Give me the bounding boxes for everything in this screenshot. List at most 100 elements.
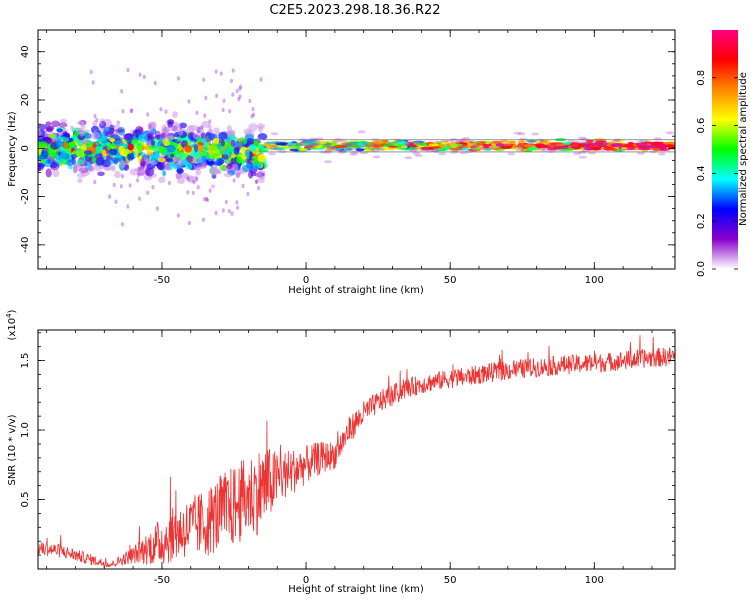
- spectrogram-cell: [159, 107, 163, 112]
- spectrogram-cell: [357, 144, 366, 148]
- spectrogram-cell: [129, 168, 139, 176]
- spectrogram-cell: [38, 155, 44, 161]
- spectrogram-cell: [581, 143, 590, 147]
- spectrogram-cell: [193, 165, 202, 170]
- spectrogram-cell: [365, 148, 375, 152]
- spectrogram-cell: [177, 178, 185, 184]
- spectrogram-cell: [60, 150, 66, 160]
- colorbar-tick-label: 0.6: [696, 118, 707, 134]
- spectrogram-cell: [636, 140, 644, 144]
- spectrogram-cell: [150, 160, 157, 166]
- spectrogram-cell: [166, 158, 174, 163]
- spectrogram-cell: [644, 145, 652, 149]
- spectrogram-cell: [248, 143, 257, 152]
- spectrogram-cell: [218, 131, 228, 141]
- x-tick-label: 0: [303, 575, 309, 586]
- spectrogram-cell: [145, 158, 150, 165]
- spectrogram-cell: [372, 140, 385, 144]
- spectrogram-cell: [93, 164, 103, 171]
- spectrogram-cell: [127, 152, 135, 161]
- spectrogram-cell: [195, 110, 199, 116]
- spectrogram-cell: [400, 145, 408, 149]
- spectrogram-cell: [446, 139, 455, 143]
- spectrogram-cell: [38, 141, 48, 148]
- spectrogram-cell: [643, 141, 651, 145]
- spectrogram-cell: [344, 147, 350, 151]
- spectrogram-cell: [168, 180, 171, 186]
- spectrogram-cell: [420, 146, 433, 150]
- spectrogram-cell: [146, 141, 153, 146]
- spectrogram-cell: [255, 179, 259, 184]
- spectrogram-cell: [58, 122, 68, 128]
- spectrogram-cell: [494, 145, 503, 149]
- spectrogram-cell: [612, 143, 624, 147]
- spectrogram-cell: [186, 154, 194, 163]
- spectrogram-cell: [200, 161, 208, 169]
- spectrogram-cell: [68, 165, 73, 170]
- spectrogram-cell: [59, 118, 68, 123]
- spectrogram-cell: [265, 145, 276, 149]
- y-tick-label: 1.5: [20, 353, 31, 369]
- spectrogram-cell: [456, 139, 465, 143]
- spectrogram-cell: [146, 112, 150, 117]
- spectrogram-cell: [230, 130, 236, 135]
- spectrogram-cell: [158, 146, 167, 154]
- spectrogram-cell: [410, 148, 419, 152]
- spectrogram-cell: [63, 141, 68, 149]
- spectrogram-cell: [438, 144, 445, 148]
- spectrogram-cell: [55, 155, 62, 160]
- spectrogram-cell: [555, 146, 569, 150]
- spectrogram-cell: [267, 152, 276, 156]
- spectrogram-cell: [395, 141, 409, 145]
- spectrogram-cell: [248, 98, 252, 104]
- spectrogram-cell: [305, 145, 313, 149]
- spectrogram-cell: [386, 147, 396, 151]
- spectrogram-cell: [516, 144, 525, 148]
- spectrogram-cell: [355, 144, 364, 148]
- spectrogram-cell: [47, 148, 54, 156]
- spectrogram-cell: [99, 118, 105, 126]
- spectrogram-cell: [496, 142, 505, 146]
- spectrogram-cell: [221, 208, 225, 213]
- spectrogram-cell: [162, 171, 166, 176]
- spectrogram-cell: [462, 137, 471, 140]
- spectrogram-cell: [70, 154, 78, 159]
- spectrogram-cell: [449, 143, 464, 147]
- spectrogram-cell: [124, 133, 134, 141]
- spectrogram-cell: [443, 146, 452, 150]
- spectrogram-cell: [342, 142, 351, 146]
- spectrogram-cell: [201, 155, 207, 161]
- spectrogram-cell: [186, 176, 190, 181]
- snr-x-label: Height of straight line (km): [288, 584, 424, 595]
- spectrogram-cell: [349, 143, 358, 147]
- spectrogram-cell: [108, 194, 112, 199]
- spectrogram-cell: [583, 141, 592, 145]
- spectrogram-cell: [657, 145, 666, 149]
- spectrogram-cell: [113, 124, 121, 129]
- spectrogram-cell: [163, 140, 170, 147]
- spectrogram-cell: [516, 146, 525, 150]
- spectrogram-cell: [346, 144, 355, 147]
- spectrogram-cell: [368, 147, 377, 151]
- spectrogram-cell: [333, 145, 348, 149]
- spectrogram-cell: [431, 148, 440, 152]
- spectrogram-cell: [196, 185, 200, 190]
- spectrogram-cell: [270, 132, 279, 136]
- spectrogram-cell: [202, 77, 206, 83]
- spectrogram-cell: [219, 71, 223, 76]
- spectrogram-cell: [469, 145, 478, 149]
- spectrogram-cell: [238, 168, 244, 175]
- x-tick-label: 0: [303, 275, 309, 286]
- spectrogram-cell: [231, 92, 235, 97]
- spectrogram-cell: [438, 152, 447, 156]
- spectrogram-cell: [324, 160, 332, 164]
- spectrogram-cell: [521, 144, 536, 148]
- spectrogram-cell: [51, 120, 60, 128]
- spectrogram-cell: [210, 184, 216, 189]
- spectrogram-cell: [501, 143, 510, 147]
- spectrogram-cell: [140, 162, 145, 170]
- x-tick-label: -50: [154, 275, 170, 286]
- spectrogram-cell: [119, 159, 126, 169]
- spectrogram-cell: [471, 147, 480, 151]
- spectrogram-cell: [235, 172, 241, 179]
